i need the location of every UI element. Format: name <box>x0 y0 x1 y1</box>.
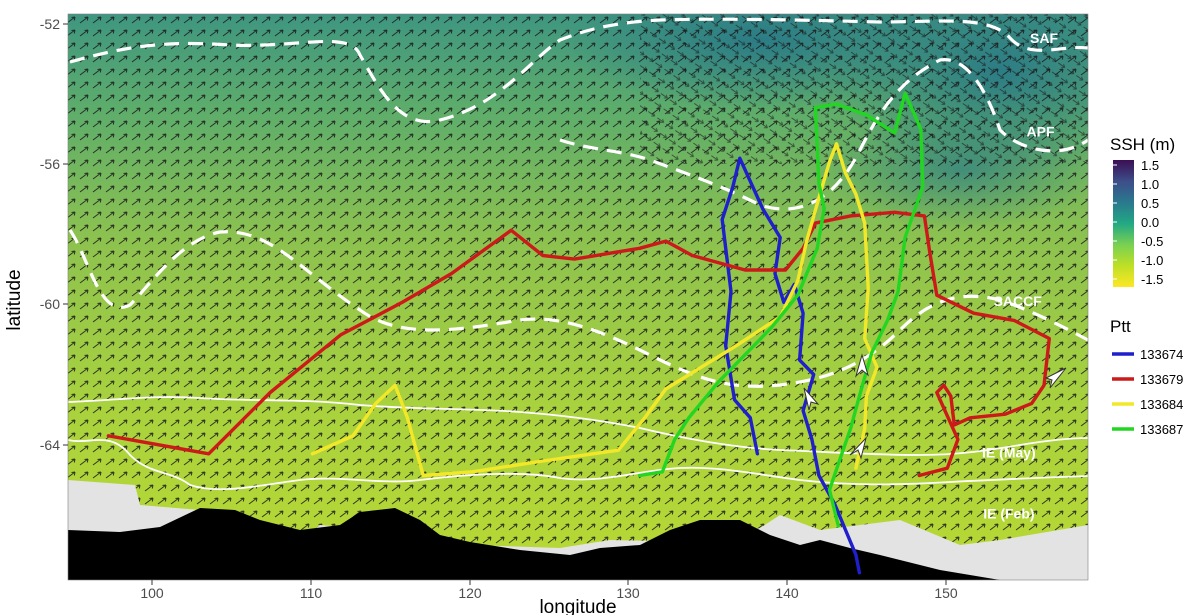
x-tick-label: 120 <box>458 585 482 601</box>
colorbar-tick-label: 1.5 <box>1141 158 1159 173</box>
colorbar-tick-label: -1.5 <box>1141 272 1163 287</box>
legend-label-133674: 133674 <box>1140 347 1183 362</box>
x-tick-label: 140 <box>775 585 799 601</box>
ice-edges <box>68 396 1088 491</box>
direction-arrow-icon <box>1044 367 1067 389</box>
front-labels: SAF APF SACCF IE (May) IE (Feb) <box>982 30 1058 522</box>
legend-label-133684: 133684 <box>1140 397 1183 412</box>
colorbar-legend: SSH (m) 1.5 1.0 0.5 0.0 -0.5 -1.0 -1.5 <box>1110 135 1175 287</box>
ice-edge-feb <box>68 439 1088 491</box>
x-tick-label: 150 <box>934 585 958 601</box>
track-133679 <box>106 210 1052 478</box>
track-133674 <box>720 156 862 575</box>
colorbar-tick-label: -0.5 <box>1141 234 1163 249</box>
colorbar-tick-label: 0.5 <box>1141 196 1159 211</box>
y-axis: -52 -56 -60 -64 latitude <box>4 16 68 453</box>
antarctica-coastline <box>68 508 1000 580</box>
x-tick-label: 100 <box>140 585 164 601</box>
front-label-ie-may: IE (May) <box>982 444 1036 460</box>
y-tick-label: -64 <box>40 437 60 453</box>
x-axis: 100 110 120 130 140 150 longitude <box>140 580 958 615</box>
front-saccf-line <box>68 229 1088 388</box>
legend-label-133679: 133679 <box>1140 372 1183 387</box>
colorbar-tick-label: 0.0 <box>1141 215 1159 230</box>
front-apf-line <box>559 58 1088 211</box>
colorbar-tick-label: 1.0 <box>1141 177 1159 192</box>
tracks-layer <box>106 91 1052 575</box>
track-133684 <box>310 142 879 478</box>
map-panel: SAF APF SACCF IE (May) IE (Feb) <box>68 14 1088 580</box>
legend-label-133687: 133687 <box>1140 422 1183 437</box>
direction-arrow-icon <box>849 436 867 460</box>
direction-arrow-icon <box>803 387 820 411</box>
ice-edge-may <box>68 396 1088 456</box>
y-tick-label: -56 <box>40 156 60 172</box>
y-tick-label: -52 <box>40 16 60 32</box>
direction-arrows <box>803 353 1067 460</box>
track-legend: Ptt 133674 133679 133684 133687 <box>1110 317 1183 437</box>
x-tick-label: 130 <box>616 585 640 601</box>
colorbar-tick-label: -1.0 <box>1141 253 1163 268</box>
front-label-saccf: SACCF <box>994 293 1043 309</box>
y-axis-title: latitude <box>4 269 25 330</box>
ocean-fronts <box>68 17 1088 388</box>
colorbar-title: SSH (m) <box>1110 135 1175 154</box>
panel-border <box>67 13 1089 581</box>
colorbar-ticks <box>1113 164 1117 280</box>
colorbar <box>1113 160 1134 287</box>
front-label-saf: SAF <box>1030 30 1058 46</box>
track-133687 <box>637 91 925 528</box>
x-tick-label: 110 <box>300 585 323 601</box>
front-label-ie-feb: IE (Feb) <box>983 506 1034 522</box>
direction-arrow-icon <box>854 353 869 378</box>
front-label-apf: APF <box>1027 124 1055 140</box>
y-tick-label: -60 <box>40 296 60 312</box>
track-legend-title: Ptt <box>1110 317 1131 336</box>
x-axis-title: longitude <box>539 597 616 615</box>
